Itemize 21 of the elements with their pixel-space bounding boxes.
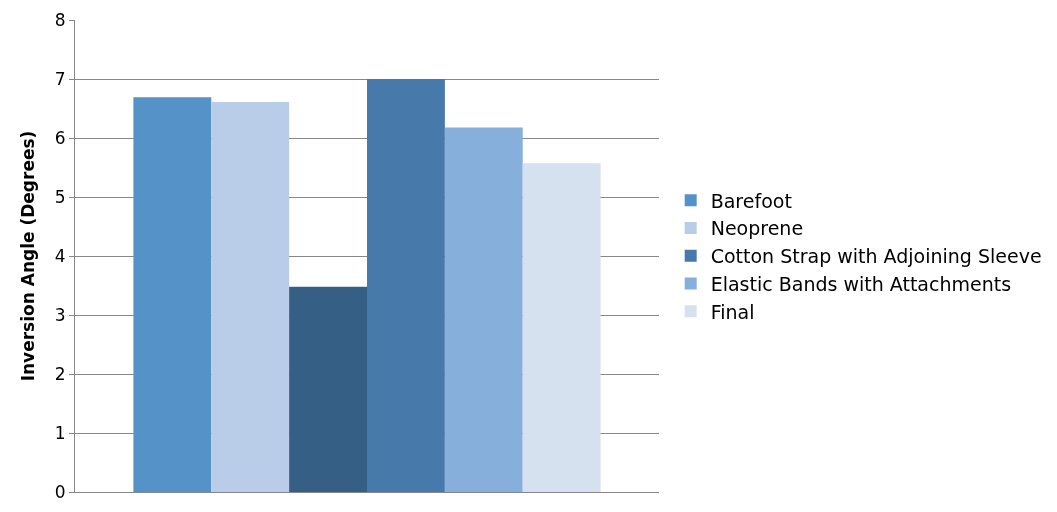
- bar: [211, 102, 290, 492]
- y-tick-label: 2: [54, 363, 66, 384]
- y-tick-label: 6: [54, 127, 66, 148]
- legend-label: Neoprene: [710, 217, 804, 240]
- bar: [289, 286, 367, 492]
- bar: [367, 79, 445, 492]
- bar: [133, 97, 212, 492]
- legend-label: Elastic Bands with Attachments: [710, 272, 1012, 295]
- y-tick-label: 7: [54, 68, 66, 89]
- bar: [444, 127, 523, 492]
- y-axis-title: Inversion Angle (Degrees): [18, 130, 39, 382]
- y-tick-label: 4: [54, 245, 66, 266]
- legend-label: Final: [710, 300, 755, 323]
- y-tick-label: 5: [54, 186, 66, 207]
- legend-label: Barefoot: [710, 189, 792, 212]
- y-tick-label: 3: [54, 304, 66, 325]
- y-tick-label: 8: [54, 9, 66, 30]
- bar: [522, 163, 601, 492]
- legend-label: Cotton Strap with Adjoining Sleeve: [710, 245, 1042, 268]
- y-tick-label: 1: [54, 422, 66, 443]
- y-tick-label: 0: [54, 481, 66, 502]
